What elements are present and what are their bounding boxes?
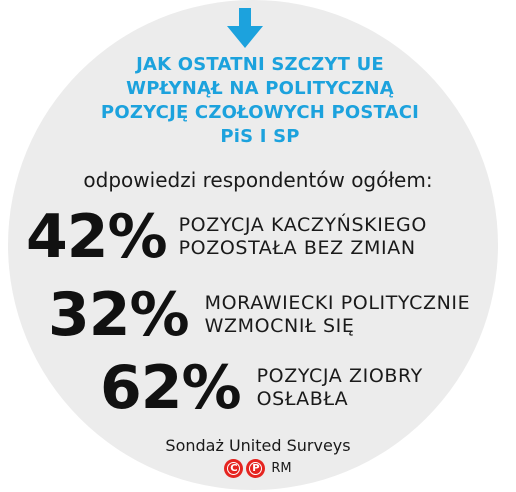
stat-percentage: 32% [48,280,190,350]
subtitle: odpowiedzi respondentów ogółem: [83,168,433,192]
stat-label-line: MORAWIECKI POLITYCZNIE [204,292,471,314]
photo-credit-letter: P [249,462,263,475]
source-note: Sondaż United Surveys [165,436,351,455]
arrow-down-icon [227,8,263,48]
credits: C P RM [0,459,516,478]
stat-kaczynski: 42% POZYCJA KACZYŃSKIEGO POZOSTAŁA BEZ Z… [26,207,427,267]
photo-credit-icon: P [246,459,266,478]
stat-label-line: OSŁABŁA [256,388,349,410]
background-circle [8,0,498,490]
author-initials: RM [271,461,292,476]
headline-line: WPŁYNĄŁ NA POLITYCZNĄ [126,78,394,99]
stat-label-line: POZOSTAŁA BEZ ZMIAN [178,237,416,259]
stat-label-line: WZMOCNIŁ SIĘ [204,315,355,337]
stat-morawiecki: 32% MORAWIECKI POLITYCZNIE WZMOCNIŁ SIĘ [48,285,470,345]
stat-label: POZYCJA ZIOBRY OSŁABŁA [257,365,423,411]
copyright-letter: C [227,462,241,475]
headline-line: POZYCJĘ CZOŁOWYCH POSTACI [100,102,420,123]
stat-ziobro: 62% POZYCJA ZIOBRY OSŁABŁA [100,358,423,418]
stat-label-line: POZYCJA KACZYŃSKIEGO [178,214,427,236]
headline-line: JAK OSTATNI SZCZYT UE [136,54,384,75]
copyright-icon: C [224,459,244,478]
stat-label-line: POZYCJA ZIOBRY [256,365,423,387]
stat-percentage: 42% [26,202,168,272]
stat-label: POZYCJA KACZYŃSKIEGO POZOSTAŁA BEZ ZMIAN [179,214,427,260]
headline-line: PiS I SP [220,126,300,147]
headline: JAK OSTATNI SZCZYT UE WPŁYNĄŁ NA POLITYC… [60,53,460,149]
stat-label: MORAWIECKI POLITYCZNIE WZMOCNIŁ SIĘ [205,292,471,338]
stat-percentage: 62% [100,353,242,423]
